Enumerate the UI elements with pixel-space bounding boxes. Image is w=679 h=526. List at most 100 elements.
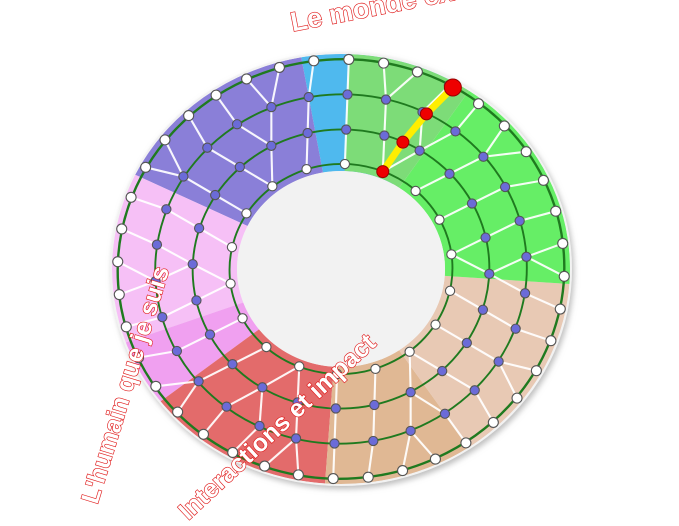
graph-node [262,342,271,351]
graph-node [380,131,389,140]
graph-node [295,362,304,371]
graph-node [499,121,509,131]
graph-node [222,402,231,411]
graph-node [268,182,277,191]
graph-node [238,314,247,323]
spoke-line [271,146,272,186]
graph-node [488,417,498,427]
graph-node [494,357,503,366]
graph-node [431,320,440,329]
graph-node [474,99,484,109]
graph-node [412,67,422,77]
spoke-line [374,369,375,405]
graph-node [274,62,284,72]
graph-node [379,58,389,68]
graph-node [415,146,424,155]
graph-node [538,175,548,185]
graph-node [515,216,524,225]
graph-node [558,238,568,248]
graph-node [440,409,449,418]
graph-node [192,296,201,305]
graph-node [242,74,252,84]
graph-node [293,470,303,480]
graph-node [188,260,197,269]
graph-node [479,152,488,161]
graph-node [467,199,476,208]
graph-node [228,360,237,369]
graph-node [405,347,414,356]
graph-node [406,388,415,397]
spoke-line [308,97,309,133]
graph-node [330,439,339,448]
graph-node [173,407,183,417]
graph-node [232,120,241,129]
graph-node [205,330,214,339]
graph-node [343,90,352,99]
graph-node [114,290,124,300]
spoke-line [346,94,347,129]
graph-node [331,404,340,413]
graph-node [546,336,556,346]
graph-node [485,269,494,278]
graph-node [227,243,236,252]
graph-node [291,434,300,443]
graph-node [447,250,456,259]
graph-node [451,127,460,136]
graph-node [211,190,220,199]
graph-node [370,400,379,409]
graph-node [302,165,311,174]
graph-node [521,147,531,157]
highlight-node [420,108,432,120]
graph-node [369,436,378,445]
graph-node [162,205,171,214]
graph-node [141,162,151,172]
graph-node [179,172,188,181]
graph-node [511,324,520,333]
graph-node [198,429,208,439]
graph-node [194,377,203,386]
graph-node [438,366,447,375]
graph-node [363,472,373,482]
graph-node [381,95,390,104]
graph-node [172,346,181,355]
graph-node [242,209,251,218]
graph-node [304,92,313,101]
graph-node [344,54,354,64]
graph-node [461,438,471,448]
graph-node [184,111,194,121]
graph-node [258,383,267,392]
graph-node [445,286,454,295]
graph-node [126,192,136,202]
graph-node [398,466,408,476]
graph-node [328,474,338,484]
graph-node [267,102,276,111]
graph-node [406,426,415,435]
graph-node [551,206,561,216]
spoke-line [345,130,346,164]
highlight-node [377,166,389,178]
graph-node [113,257,123,267]
graph-node [151,381,161,391]
highlight-node [397,136,409,148]
graph-node [559,271,569,281]
graph-node [501,182,510,191]
graph-node [522,252,531,261]
graph-node [260,461,270,471]
graph-node [303,128,312,137]
graph-node [478,305,487,314]
graph-node [211,90,221,100]
graph-node [462,338,471,347]
spoke-line [307,133,308,169]
graph-node [226,279,235,288]
graph-node [340,159,349,168]
graph-node [309,56,319,66]
spoke-line [373,405,374,441]
graph-node [555,304,565,314]
graph-node [481,233,490,242]
graph-node [160,135,170,145]
graph-node [342,125,351,134]
spoke-line [335,408,336,443]
graph-node [430,454,440,464]
graph-node [470,386,479,395]
graph-node [531,366,541,376]
